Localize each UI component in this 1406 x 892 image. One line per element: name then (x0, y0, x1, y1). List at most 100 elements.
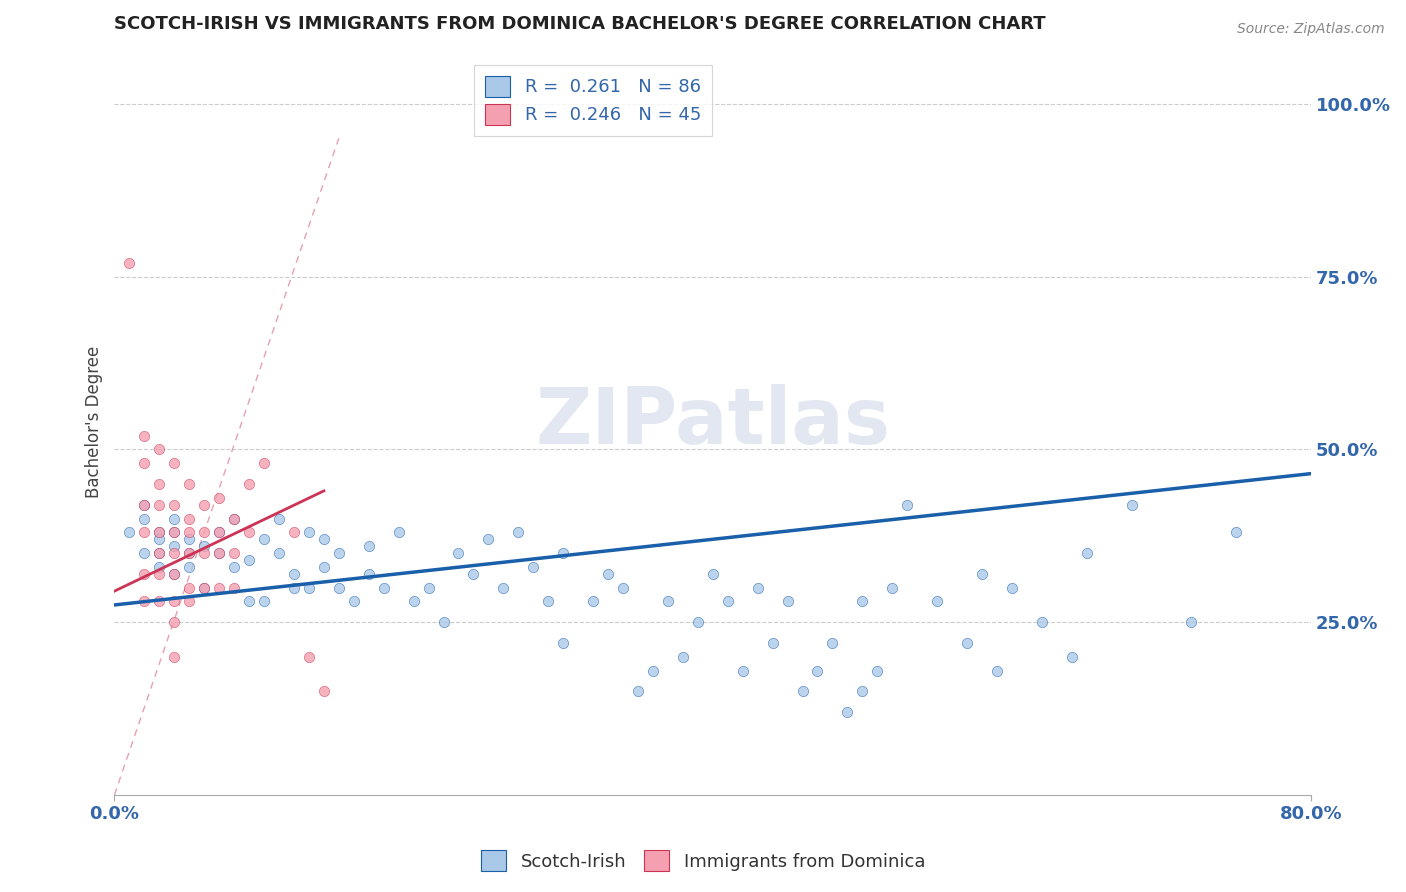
Point (179, 511, 201, 525)
Point (717, 594, 740, 608)
Point (163, 525, 186, 540)
Point (163, 546, 186, 560)
Point (179, 533, 201, 547)
Point (477, 533, 499, 547)
Point (522, 560, 544, 574)
Y-axis label: Bachelor's Degree: Bachelor's Degree (86, 345, 103, 498)
Text: Source: ZipAtlas.com: Source: ZipAtlas.com (1237, 22, 1385, 37)
Point (762, 636, 785, 650)
Point (238, 553, 260, 567)
Point (134, 511, 156, 525)
Point (193, 525, 215, 540)
Point (373, 581, 395, 595)
Point (163, 615, 186, 630)
Point (208, 581, 231, 595)
Point (148, 442, 170, 457)
Point (163, 511, 186, 525)
Point (148, 594, 170, 608)
Point (986, 664, 1008, 678)
Point (357, 566, 380, 581)
Point (298, 649, 321, 664)
Point (179, 546, 201, 560)
Point (702, 566, 724, 581)
Point (731, 664, 754, 678)
Point (163, 525, 186, 540)
Point (179, 581, 201, 595)
Point (208, 491, 231, 505)
Point (641, 664, 664, 678)
Point (134, 566, 156, 581)
Point (134, 594, 156, 608)
Point (821, 636, 844, 650)
Point (179, 477, 201, 491)
Point (328, 581, 350, 595)
Point (298, 581, 321, 595)
Point (1225, 525, 1247, 540)
Point (1076, 546, 1098, 560)
Point (447, 546, 470, 560)
Point (148, 566, 170, 581)
Point (238, 594, 260, 608)
Point (148, 533, 170, 547)
Point (163, 594, 186, 608)
Point (866, 664, 889, 678)
Point (776, 594, 799, 608)
Point (134, 498, 156, 512)
Point (343, 594, 366, 608)
Point (792, 684, 814, 698)
Point (283, 525, 305, 540)
Point (1060, 649, 1083, 664)
Point (1001, 581, 1024, 595)
Point (882, 581, 904, 595)
Point (267, 546, 290, 560)
Point (747, 581, 769, 595)
Point (896, 498, 918, 512)
Legend: R =  0.261   N = 86, R =  0.246   N = 45: R = 0.261 N = 86, R = 0.246 N = 45 (474, 65, 711, 136)
Point (463, 566, 485, 581)
Legend: Scotch-Irish, Immigrants from Dominica: Scotch-Irish, Immigrants from Dominica (474, 843, 932, 879)
Point (627, 684, 650, 698)
Point (134, 546, 156, 560)
Text: ZIPatlas: ZIPatlas (536, 384, 890, 459)
Point (1121, 498, 1143, 512)
Point (283, 581, 305, 595)
Point (1180, 615, 1202, 630)
Point (163, 649, 186, 664)
Point (134, 428, 156, 442)
Point (163, 566, 186, 581)
Point (253, 594, 276, 608)
Point (208, 546, 231, 560)
Point (118, 525, 141, 540)
Point (402, 594, 425, 608)
Point (193, 539, 215, 553)
Point (148, 477, 170, 491)
Point (956, 636, 979, 650)
Point (193, 546, 215, 560)
Point (596, 566, 619, 581)
Point (851, 594, 873, 608)
Point (582, 594, 605, 608)
Point (418, 581, 440, 595)
Point (612, 581, 634, 595)
Point (672, 649, 695, 664)
Point (222, 511, 245, 525)
Point (253, 533, 276, 547)
Point (388, 525, 411, 540)
Point (163, 566, 186, 581)
Point (134, 525, 156, 540)
Point (432, 615, 454, 630)
Point (208, 525, 231, 540)
Point (492, 581, 515, 595)
Point (148, 498, 170, 512)
Point (179, 594, 201, 608)
Point (312, 684, 335, 698)
Point (328, 546, 350, 560)
Point (657, 594, 679, 608)
Point (179, 525, 201, 540)
Point (193, 581, 215, 595)
Point (970, 566, 993, 581)
Point (508, 525, 530, 540)
Point (148, 525, 170, 540)
Point (927, 594, 949, 608)
Point (208, 525, 231, 540)
